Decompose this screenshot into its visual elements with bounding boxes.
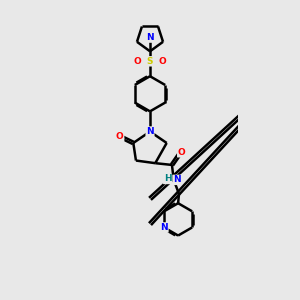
Text: N: N [146, 33, 154, 42]
Text: N: N [160, 223, 168, 232]
Text: O: O [134, 57, 141, 66]
Text: H: H [164, 175, 171, 184]
Text: S: S [147, 57, 153, 66]
Text: O: O [178, 148, 185, 157]
Text: O: O [159, 57, 167, 66]
Text: N: N [146, 127, 154, 136]
Text: N: N [173, 176, 181, 184]
Text: O: O [116, 132, 124, 141]
